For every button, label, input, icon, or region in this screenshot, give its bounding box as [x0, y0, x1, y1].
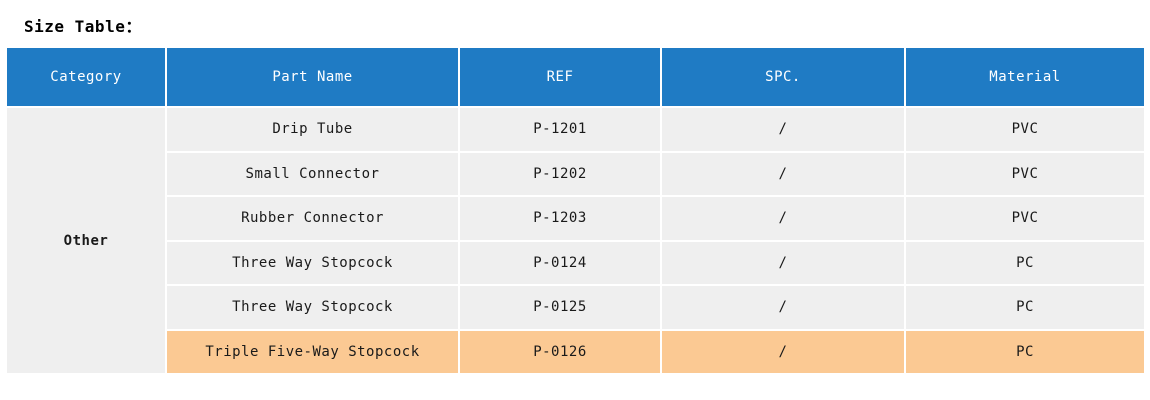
cell-spc: /: [662, 241, 904, 284]
cell-ref: P-0124: [460, 241, 660, 284]
cell-ref: P-1203: [460, 197, 660, 240]
cell-ref: P-0126: [460, 330, 660, 373]
cell-part-name: Drip Tube: [167, 108, 458, 151]
cell-material: PC: [906, 241, 1144, 284]
category-cell: Other: [7, 108, 165, 373]
cell-part-name: Triple Five-Way Stopcock: [167, 330, 458, 373]
cell-material: PC: [906, 286, 1144, 329]
cell-material: PVC: [906, 197, 1144, 240]
cell-spc: /: [662, 330, 904, 373]
cell-spc: /: [662, 152, 904, 195]
cell-part-name: Small Connector: [167, 152, 458, 195]
cell-part-name: Three Way Stopcock: [167, 241, 458, 284]
cell-ref: P-0125: [460, 286, 660, 329]
cell-ref: P-1202: [460, 152, 660, 195]
header-cell-material: Material: [906, 48, 1144, 106]
cell-spc: /: [662, 286, 904, 329]
cell-material: PC: [906, 330, 1144, 373]
header-cell-category: Category: [7, 48, 165, 106]
header-cell-spc: SPC.: [662, 48, 904, 106]
cell-material: PVC: [906, 108, 1144, 151]
header-cell-ref: REF: [460, 48, 660, 106]
header-cell-part-name: Part Name: [167, 48, 458, 106]
cell-spc: /: [662, 108, 904, 151]
cell-spc: /: [662, 197, 904, 240]
table-title: Size Table：: [24, 17, 142, 36]
cell-material: PVC: [906, 152, 1144, 195]
cell-part-name: Rubber Connector: [167, 197, 458, 240]
cell-part-name: Three Way Stopcock: [167, 286, 458, 329]
size-table: Category Part Name REF SPC. Material Oth…: [7, 48, 1144, 373]
cell-ref: P-1201: [460, 108, 660, 151]
